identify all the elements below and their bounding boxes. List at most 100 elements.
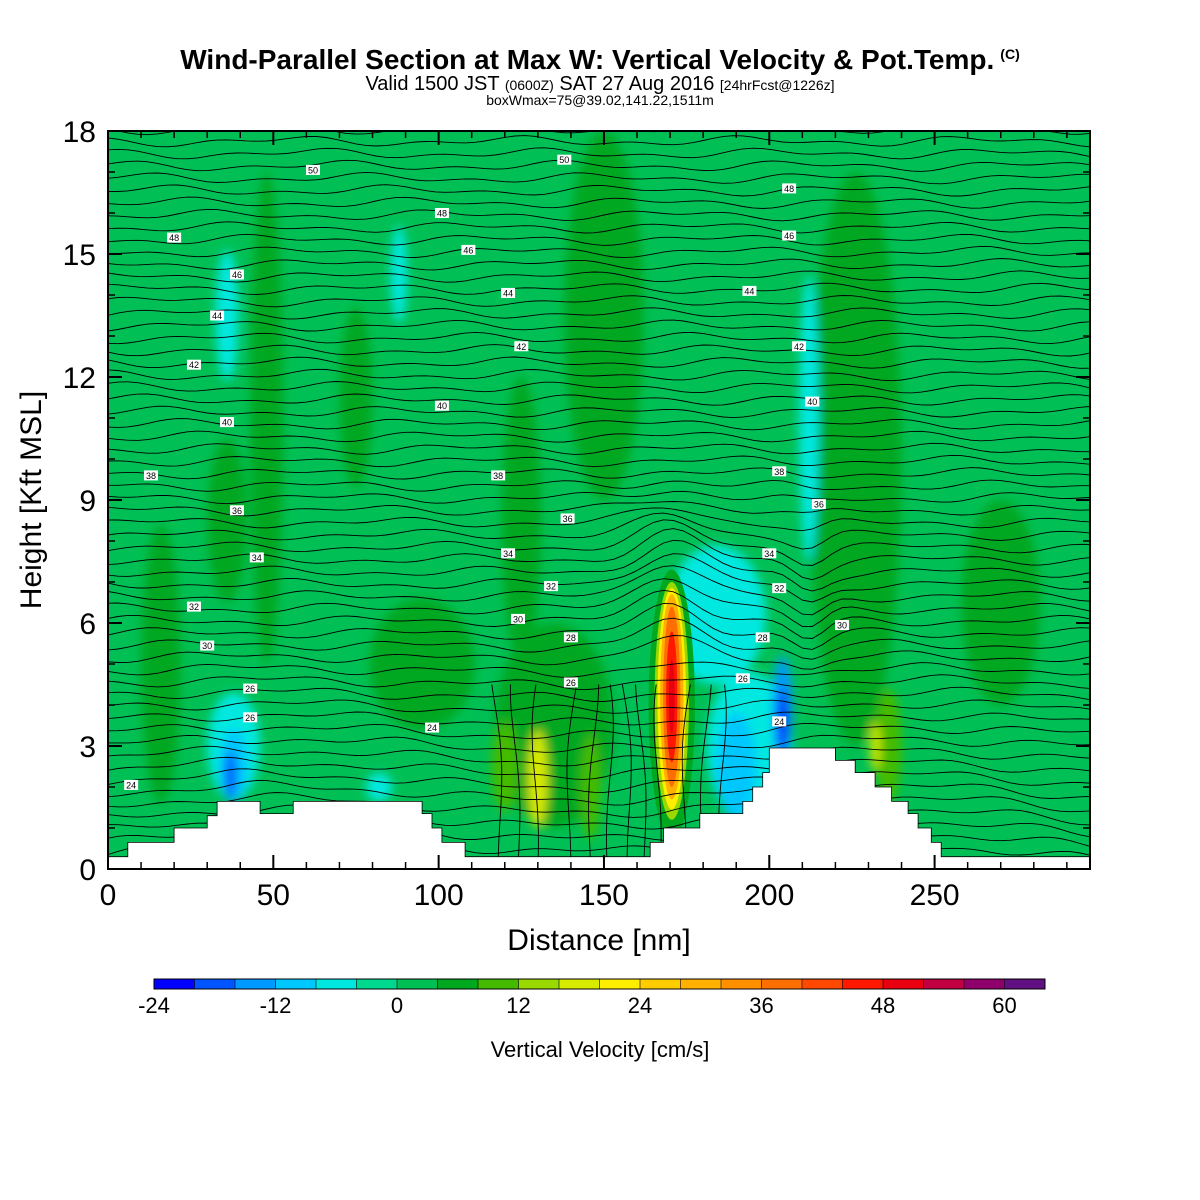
- contour-label-text: 44: [503, 288, 513, 298]
- theta-contour: [108, 578, 1090, 627]
- y-tick-label: 12: [63, 362, 96, 395]
- contour-label: 44: [742, 285, 757, 296]
- colorbar-segment: [559, 979, 600, 989]
- contour-label: 36: [560, 513, 575, 524]
- chart-subtitle: Valid 1500 JST (0600Z) SAT 27 Aug 2016 […: [0, 73, 1200, 96]
- contour-label-text: 42: [516, 342, 526, 352]
- contour-label-box: [782, 230, 797, 241]
- theta-contour: [566, 684, 577, 857]
- contour-label: 30: [510, 613, 525, 624]
- theta-contour: [108, 661, 1090, 678]
- theta-contour: [108, 99, 1090, 110]
- colorbar-tick-label: 24: [628, 993, 652, 1018]
- colorbar-segment: [275, 979, 317, 989]
- theta-contour: [108, 519, 1090, 566]
- colorbar-segment: [640, 979, 681, 989]
- contour-label: 24: [124, 779, 139, 790]
- contour-label-box: [557, 154, 572, 165]
- theta-contour: [108, 196, 1090, 209]
- contour-label: 40: [434, 400, 449, 411]
- box-info: boxWmax=75@39.02,141.22,1511m: [486, 92, 714, 108]
- theta-contour: [108, 233, 1090, 246]
- colorbar-segment: [397, 979, 438, 989]
- contour-label-text: 44: [212, 311, 222, 321]
- theta-contour: [108, 147, 1090, 160]
- contour-label: 28: [755, 632, 770, 643]
- contour-label: 26: [243, 683, 258, 694]
- colorbar-segment: [356, 979, 398, 989]
- contour-label-text: 34: [503, 549, 513, 559]
- terrain: [108, 747, 1090, 869]
- contour-label-box: [249, 552, 264, 563]
- contour-label-text: 38: [774, 467, 784, 477]
- contour-label: 34: [762, 548, 777, 559]
- x-tick-label: 0: [100, 879, 117, 912]
- contour-label-text: 26: [245, 713, 255, 723]
- theta-contour: [108, 734, 1090, 753]
- contour-label-text: 46: [232, 270, 242, 280]
- contour-label: 46: [461, 244, 476, 255]
- theta-contour: [108, 792, 1090, 818]
- contour-label: 36: [229, 505, 244, 516]
- contour-label-box: [772, 583, 787, 594]
- contour-label-box: [243, 712, 258, 723]
- theta-contour: [108, 344, 1090, 357]
- colorbar-segment: [235, 979, 276, 989]
- contour-label-box: [501, 548, 516, 559]
- theta-contour: [108, 565, 1090, 616]
- contour-label: 42: [514, 341, 529, 352]
- contour-label: 48: [434, 208, 449, 219]
- title-text: Wind-Parallel Section at Max W: Vertical…: [180, 44, 995, 75]
- contour-label: 46: [229, 269, 244, 280]
- colorbar-segment: [194, 979, 236, 989]
- contour-label: 36: [811, 499, 826, 510]
- downdraft-area: [224, 750, 237, 800]
- y-tick-label: 3: [79, 731, 96, 764]
- contour-label-box: [210, 310, 225, 321]
- theta-contour: [108, 589, 1090, 639]
- colorbar-segment: [518, 979, 560, 989]
- contour-label: 30: [835, 620, 850, 631]
- theta-contour: [108, 270, 1090, 283]
- downdraft-area: [215, 249, 239, 382]
- downdraft-area: [365, 772, 393, 802]
- theta-contour: [108, 490, 1090, 505]
- contour-label-text: 34: [252, 553, 262, 563]
- contour-label-box: [514, 341, 529, 352]
- contour-label-text: 34: [764, 549, 774, 559]
- contour-label: 32: [186, 601, 201, 612]
- updraft-area: [207, 438, 247, 603]
- contour-label-text: 26: [566, 678, 576, 688]
- contour-label-text: 40: [807, 397, 817, 407]
- theta-contour: [108, 159, 1090, 172]
- colorbar-segment: [599, 979, 641, 989]
- contour-label-box: [755, 632, 770, 643]
- contour-label-box: [491, 470, 506, 481]
- x-axis-label: Distance [nm]: [507, 924, 690, 957]
- valid-utc: (0600Z): [504, 77, 554, 93]
- theta-contour: [108, 381, 1090, 394]
- colorbar-segment: [964, 979, 1005, 989]
- contour-label-text: 32: [189, 602, 199, 612]
- theta-contour: [108, 507, 1090, 532]
- contour-label: 26: [563, 677, 578, 688]
- y-tick-label: 15: [63, 239, 96, 272]
- contour-label-text: 38: [493, 471, 503, 481]
- contour-label: 38: [772, 466, 787, 477]
- theta-contour: [108, 258, 1090, 271]
- theta-contour: [108, 723, 1090, 739]
- x-tick-label: 200: [744, 879, 794, 912]
- contour-label-box: [143, 470, 158, 481]
- contour-label-text: 36: [814, 500, 824, 510]
- theta-contour: [108, 307, 1090, 320]
- updraft-core: [668, 659, 675, 734]
- theta-contour: [108, 356, 1090, 369]
- x-tick-label: 150: [579, 879, 629, 912]
- theta-contour: [108, 221, 1090, 234]
- contour-label-text: 50: [559, 155, 569, 165]
- contour-label-box: [544, 581, 559, 592]
- valid-date: SAT 27 Aug 2016: [559, 73, 715, 95]
- contour-label-text: 42: [794, 342, 804, 352]
- contour-label-text: 28: [758, 633, 768, 643]
- contour-label-text: 50: [308, 165, 318, 175]
